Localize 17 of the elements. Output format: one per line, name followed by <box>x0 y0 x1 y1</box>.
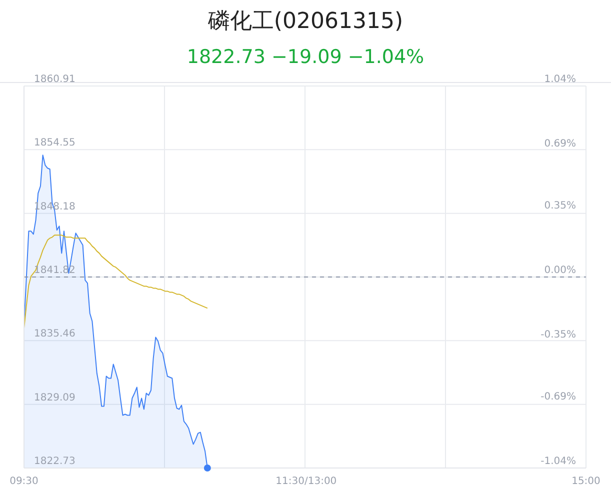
x-tick-label: 09:30 <box>10 476 38 487</box>
y2-tick-label: -1.04% <box>540 456 576 467</box>
y-tick-label: 1860.91 <box>34 74 76 85</box>
chart-title: 磷化工(02061315) <box>206 8 404 36</box>
y2-tick-label: -0.69% <box>540 392 576 403</box>
y-tick-label: 1835.46 <box>34 328 76 340</box>
chart-subtitle: 1822.73 −19.09 −1.04% <box>186 46 426 68</box>
x-tick-label: 15:00 <box>572 476 600 487</box>
y2-tick-label: 0.35% <box>544 200 576 212</box>
y2-tick-label: 0.69% <box>544 138 576 150</box>
y-tick-label: 1829.09 <box>34 392 76 404</box>
y2-tick-label: -0.35% <box>540 329 576 340</box>
y2-tick-label: 1.04% <box>544 74 576 85</box>
y2-tick-label: 0.00% <box>544 265 576 276</box>
y-tick-label: 1854.55 <box>34 138 76 149</box>
y-tick-label: 1822.73 <box>34 456 76 467</box>
x-tick-label: 11:30/13:00 <box>276 476 337 487</box>
